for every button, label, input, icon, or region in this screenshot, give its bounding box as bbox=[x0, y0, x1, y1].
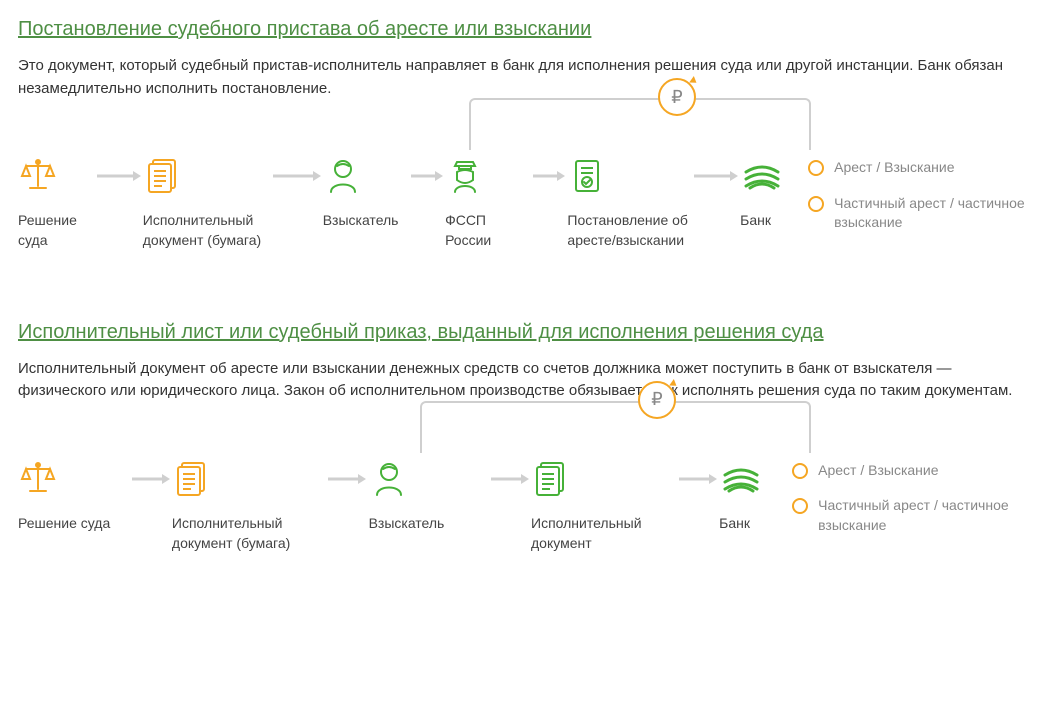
flow-node: Взыскатель bbox=[323, 156, 409, 230]
ruble-icon: ₽ bbox=[638, 381, 676, 419]
node-label: Взыскатель bbox=[323, 210, 399, 230]
scales-icon bbox=[18, 156, 58, 196]
flow-row: Решение суда Исполнительный документ (бу… bbox=[18, 156, 1039, 251]
bullet-icon bbox=[792, 498, 808, 514]
bullet-icon bbox=[808, 196, 824, 212]
outcomes-list: Арест / Взыскание Частичный арест / части… bbox=[808, 156, 1039, 233]
node-label: Решение суда bbox=[18, 210, 95, 251]
doc-stack-icon bbox=[143, 156, 183, 196]
node-label: Банк bbox=[740, 210, 771, 230]
arrow-icon bbox=[676, 459, 719, 499]
doc-stack-green-icon bbox=[531, 459, 571, 499]
bullet-icon bbox=[808, 160, 824, 176]
arrow-icon bbox=[692, 156, 740, 196]
section-desc: Это документ, который судебный пристав-и… bbox=[18, 55, 1039, 100]
node-label: Постановление об аресте/взыскании bbox=[567, 210, 692, 251]
arrow-icon bbox=[129, 459, 172, 499]
outcome-item: Арест / Взыскание bbox=[808, 158, 1039, 178]
arrow-icon bbox=[271, 156, 323, 196]
flow-diagram-2: ₽ Решение суда Исполн bbox=[18, 459, 1039, 554]
section-link[interactable]: Постановление судебного пристава об арес… bbox=[18, 18, 591, 40]
scales-icon bbox=[18, 459, 58, 499]
flow-node: Постановление об аресте/взыскании bbox=[567, 156, 692, 251]
doc-check-icon bbox=[567, 156, 607, 196]
flow-node: Взыскатель bbox=[369, 459, 489, 533]
bullet-icon bbox=[792, 463, 808, 479]
flow-node: Банк bbox=[740, 156, 788, 230]
node-label: Исполнительный документ (бумага) bbox=[172, 513, 326, 554]
outcome-item: Частичный арест / частичное взыскание bbox=[792, 496, 1039, 535]
bank-icon bbox=[740, 156, 784, 196]
node-label: ФССП России bbox=[445, 210, 531, 251]
person-icon bbox=[369, 459, 409, 499]
section-desc: Исполнительный документ об аресте или вз… bbox=[18, 358, 1039, 403]
section-title: Исполнительный лист или судебный приказ,… bbox=[18, 321, 1039, 344]
flow-node: Решение суда bbox=[18, 459, 129, 533]
bank-icon bbox=[719, 459, 763, 499]
outcomes-list: Арест / Взыскание Частичный арест / части… bbox=[792, 459, 1039, 536]
officer-icon bbox=[445, 156, 485, 196]
outcome-label: Арест / Взыскание bbox=[834, 158, 954, 178]
arrow-icon bbox=[531, 156, 567, 196]
ruble-icon: ₽ bbox=[658, 78, 696, 116]
outcome-item: Арест / Взыскание bbox=[792, 461, 1039, 481]
person-icon bbox=[323, 156, 363, 196]
outcome-label: Арест / Взыскание bbox=[818, 461, 938, 481]
flow-node: Исполнительный документ (бумага) bbox=[143, 156, 271, 251]
node-label: Банк bbox=[719, 513, 750, 533]
node-label: Взыскатель bbox=[369, 513, 445, 533]
connector-bracket bbox=[469, 98, 811, 150]
arrow-icon bbox=[95, 156, 143, 196]
outcome-label: Частичный арест / частичное взыскание bbox=[834, 194, 1039, 233]
doc-stack-icon bbox=[172, 459, 212, 499]
flow-node: Решение суда bbox=[18, 156, 95, 251]
arrow-icon bbox=[488, 459, 531, 499]
outcome-label: Частичный арест / частичное взыскание bbox=[818, 496, 1039, 535]
flow-row: Решение суда Исполнительный документ (бу… bbox=[18, 459, 1039, 554]
node-label: Решение суда bbox=[18, 513, 110, 533]
flow-node: Исполнительный документ (бумага) bbox=[172, 459, 326, 554]
arrow-icon bbox=[326, 459, 369, 499]
flow-node: Исполнительный документ bbox=[531, 459, 676, 554]
flow-diagram-1: ₽ Решение суда Исполн bbox=[18, 156, 1039, 251]
flow-node: ФССП России bbox=[445, 156, 531, 251]
outcome-item: Частичный арест / частичное взыскание bbox=[808, 194, 1039, 233]
connector-bracket bbox=[420, 401, 811, 453]
flow-node: Банк bbox=[719, 459, 772, 533]
section-title: Постановление судебного пристава об арес… bbox=[18, 18, 1039, 41]
node-label: Исполнительный документ bbox=[531, 513, 676, 554]
arrow-icon bbox=[409, 156, 445, 196]
node-label: Исполнительный документ (бумага) bbox=[143, 210, 271, 251]
section-link[interactable]: Исполнительный лист или судебный приказ,… bbox=[18, 321, 824, 343]
